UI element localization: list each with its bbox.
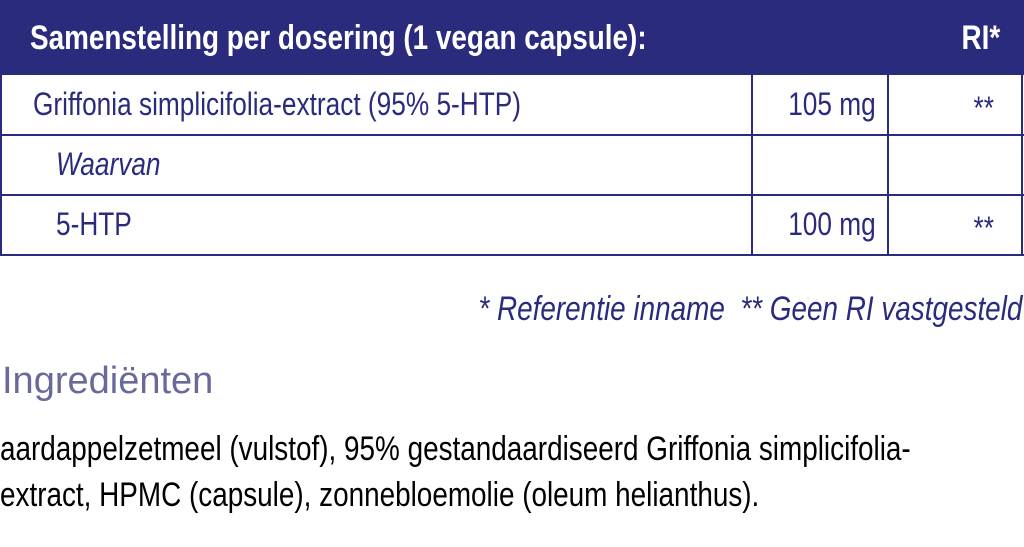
ingredients-text: aardappelzetmeel (vulstof), 95% gestanda… (0, 430, 911, 468)
row-divider (0, 194, 1024, 196)
row-divider (0, 254, 1024, 256)
ingredients-text: extract, HPMC (capsule), zonnebloemolie … (0, 476, 760, 514)
header-title: Samenstelling per dosering (1 vegan caps… (30, 19, 782, 58)
cell-text: ** (973, 210, 994, 246)
cell: Waarvan (56, 146, 183, 183)
ingredients-line: extract, HPMC (capsule), zonnebloemolie … (0, 476, 926, 515)
col-divider (751, 75, 753, 256)
footnotes-text: * Referentie inname ** Geen RI vastgeste… (478, 290, 1022, 329)
header-bar (0, 0, 1024, 75)
footnote: ** Geen RI vastgesteld (739, 290, 1022, 328)
footnote: * Referentie inname (478, 290, 725, 328)
cell: 5-HTP (56, 206, 148, 243)
cell: Griffonia simplicifolia-extract (95% 5-H… (33, 86, 628, 123)
cell: 100 mg (769, 206, 876, 243)
cell: ** (969, 90, 994, 127)
col-divider (0, 75, 2, 256)
cell-text: Waarvan (56, 146, 161, 182)
row-divider (0, 134, 1024, 136)
cell: ** (969, 210, 994, 247)
cell-text: Griffonia simplicifolia-extract (95% 5-H… (33, 86, 522, 122)
col-divider (1021, 75, 1023, 256)
cell-text: ** (973, 90, 994, 126)
ingredients-title: Ingrediënten (2, 360, 213, 403)
footnotes: * Referentie inname ** Geen RI vastgeste… (359, 290, 1022, 329)
cell-text: 5-HTP (56, 206, 132, 242)
header-ri: RI* (953, 19, 1000, 58)
ingredients-line: aardappelzetmeel (vulstof), 95% gestanda… (0, 430, 1024, 469)
cell-text: 100 mg (788, 206, 876, 242)
header-ri-text: RI* (961, 19, 1000, 57)
header-title-text: Samenstelling per dosering (1 vegan caps… (30, 19, 647, 57)
col-divider (887, 75, 889, 256)
cell: 105 mg (769, 86, 876, 123)
ingredients-title-text: Ingrediënten (2, 360, 214, 402)
cell-text: 105 mg (788, 86, 876, 122)
